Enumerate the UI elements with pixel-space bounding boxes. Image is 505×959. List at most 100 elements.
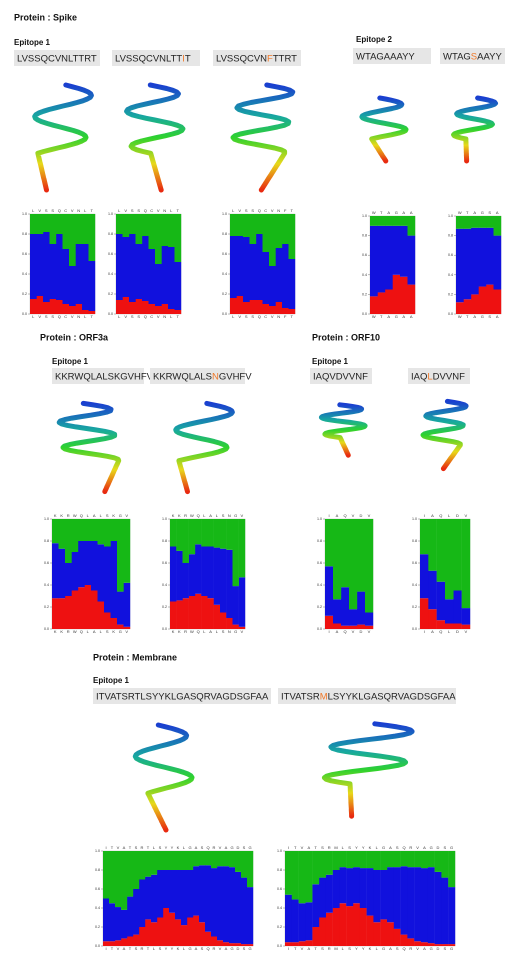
bar-segment <box>129 234 136 302</box>
bar-segment <box>56 234 63 300</box>
bar-segment <box>269 266 276 306</box>
protein-ribbon <box>321 405 365 455</box>
bar-segment <box>441 851 448 878</box>
bar-segment <box>211 851 217 868</box>
y-tick-label: 0.8 <box>317 539 322 543</box>
category-label: S <box>245 208 248 213</box>
bar-segment <box>269 214 276 266</box>
bar-segment <box>237 236 244 296</box>
category-label: T <box>111 845 114 850</box>
category-label: R <box>328 946 331 951</box>
bar-segment <box>208 519 214 547</box>
bar-segment <box>448 851 455 887</box>
category-label: S <box>396 946 399 951</box>
category-label: V <box>71 208 74 213</box>
category-label: G <box>430 845 433 850</box>
bar-segment <box>139 851 145 880</box>
bar-segment <box>420 554 429 598</box>
category-label: T <box>91 208 94 213</box>
bar-segment <box>149 304 156 314</box>
bar-segment <box>400 216 408 226</box>
y-tick-label: 0.6 <box>222 252 227 256</box>
bar-segment <box>121 910 127 939</box>
bar-segment <box>163 851 169 870</box>
category-label: Q <box>439 629 442 634</box>
bar-segment <box>401 866 408 934</box>
bar-segment <box>319 918 326 947</box>
bar-segment <box>428 609 437 629</box>
category-label: A <box>225 845 228 850</box>
bar-segment <box>69 214 76 266</box>
y-tick-label: 0.2 <box>222 292 227 296</box>
bar-segment <box>30 234 37 299</box>
category-label: S <box>137 208 140 213</box>
bar-segment <box>453 519 462 591</box>
bar-segment <box>341 519 349 587</box>
bar-segment <box>183 598 189 629</box>
y-tick-label: 0.4 <box>317 583 322 587</box>
bar-segment <box>155 306 162 314</box>
bar-segment <box>109 851 115 903</box>
category-label: M <box>334 845 337 850</box>
category-label: G <box>481 314 484 319</box>
sequence-part: LSYYKLGASQRVAGDSGFAA <box>328 691 457 702</box>
y-tick-label: 0.6 <box>277 887 282 891</box>
bar-segment <box>243 302 250 314</box>
bar-segment <box>243 237 250 302</box>
category-label: A <box>387 210 390 215</box>
bar-segment <box>123 237 130 297</box>
category-label: V <box>117 946 120 951</box>
category-label: W <box>458 210 462 215</box>
bar-segment <box>414 867 421 941</box>
category-label: S <box>348 946 351 951</box>
bar-segment <box>479 287 487 314</box>
bar-segment <box>139 927 145 946</box>
sequence: KKRWQLALSNGVHFV <box>153 371 252 382</box>
y-tick-label: 0.2 <box>44 605 49 609</box>
category-label: W <box>190 629 194 634</box>
category-label: V <box>301 946 304 951</box>
bar-segment <box>78 519 85 541</box>
y-tick-label: 0.8 <box>108 232 113 236</box>
bar-segment <box>494 216 502 236</box>
category-label: L <box>32 314 35 319</box>
bar-segment <box>85 541 92 585</box>
category-label: S <box>243 946 246 951</box>
bar-segment <box>346 851 353 868</box>
category-label: L <box>183 946 186 951</box>
category-label: V <box>238 208 241 213</box>
y-tick-label: 0.6 <box>44 561 49 565</box>
category-label: G <box>430 946 433 951</box>
category-label: T <box>466 314 469 319</box>
category-label: V <box>241 629 244 634</box>
category-label: L <box>84 314 87 319</box>
category-label: I <box>105 845 106 850</box>
bar-segment <box>157 870 163 918</box>
y-tick-label: 0.8 <box>162 539 167 543</box>
bar-segment <box>208 598 214 629</box>
category-label: K <box>112 513 115 518</box>
bar-segment <box>151 851 157 875</box>
category-label: A <box>209 513 212 518</box>
protein-ribbon <box>423 401 466 468</box>
category-label: Q <box>206 946 209 951</box>
bar-segment <box>201 519 207 547</box>
category-label: S <box>251 314 254 319</box>
bar-segment <box>394 929 401 946</box>
bar-segment <box>285 851 292 895</box>
category-label: V <box>71 314 74 319</box>
bar-segment <box>133 935 139 946</box>
bar-segment <box>211 868 217 936</box>
bar-segment <box>103 851 109 899</box>
bar-segment <box>157 918 163 947</box>
bar-segment <box>195 519 201 544</box>
y-tick-label: 0.2 <box>22 292 27 296</box>
y-tick-label: 0.4 <box>108 272 113 276</box>
bar-segment <box>115 907 121 940</box>
category-label: R <box>409 946 412 951</box>
category-label: A <box>209 629 212 634</box>
bar-segment <box>170 547 176 602</box>
bar-segment <box>116 300 123 314</box>
bar-segment <box>263 214 270 252</box>
category-label: V <box>464 629 467 634</box>
